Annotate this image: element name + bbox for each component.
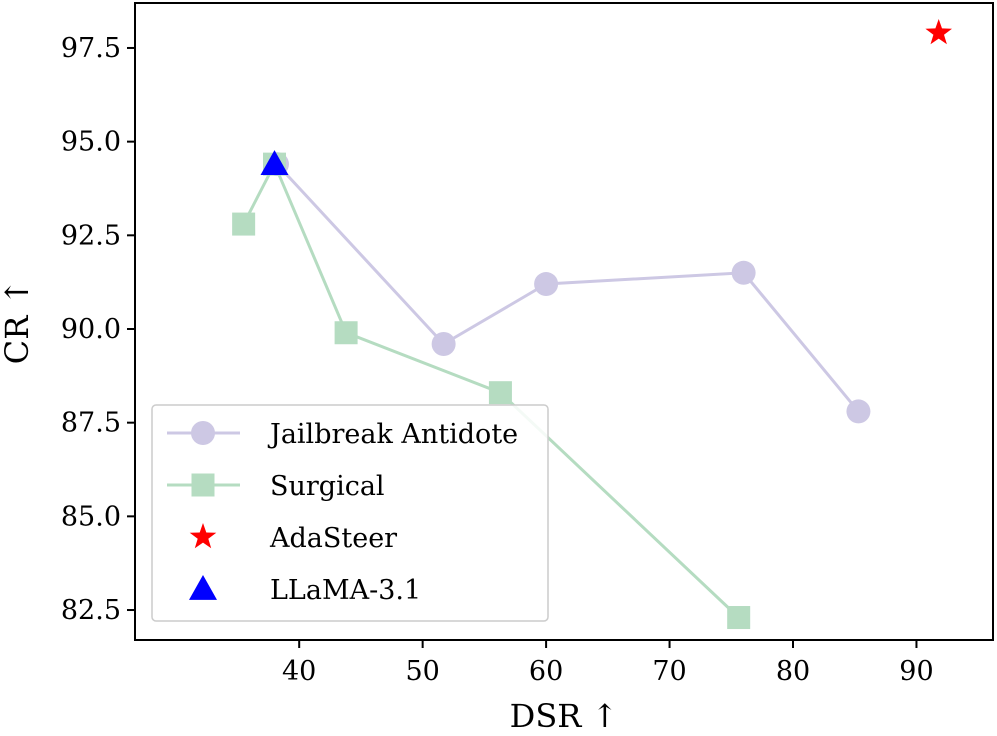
y-tick-label: 92.5 bbox=[61, 220, 121, 251]
adasteer-point bbox=[925, 19, 952, 45]
x-tick-label: 70 bbox=[652, 656, 686, 687]
jailbreak-antidote-point bbox=[431, 331, 456, 356]
y-tick-label: 90.0 bbox=[61, 314, 121, 345]
legend-label: AdaSteer bbox=[269, 523, 397, 554]
x-tick-label: 40 bbox=[282, 656, 316, 687]
jailbreak-antidote-point bbox=[731, 260, 756, 285]
legend-marker bbox=[189, 523, 217, 549]
legend-marker bbox=[189, 575, 217, 600]
legend-label: LLaMA-3.1 bbox=[270, 575, 421, 606]
x-tick-label: 80 bbox=[776, 656, 810, 687]
y-tick-label: 82.5 bbox=[61, 595, 121, 626]
y-tick-label: 95.0 bbox=[61, 127, 121, 158]
y-tick-label: 85.0 bbox=[61, 501, 121, 532]
legend-marker bbox=[191, 421, 215, 445]
x-axis: 40 50 60 70 80 90 bbox=[282, 640, 934, 687]
plot-frame bbox=[134, 2, 994, 641]
x-tick-label: 60 bbox=[529, 656, 563, 687]
x-tick-label: 50 bbox=[405, 656, 439, 687]
jailbreak-antidote-point bbox=[846, 399, 871, 424]
x-tick-label: 90 bbox=[899, 656, 933, 687]
legend-marker bbox=[191, 473, 215, 497]
surgical-point bbox=[727, 606, 751, 630]
llama-3-1-point bbox=[260, 150, 289, 176]
surgical-point bbox=[488, 381, 512, 405]
x-axis-label: DSR ↑ bbox=[510, 697, 619, 735]
surgical-point bbox=[334, 321, 358, 345]
y-axis: 82.5 85.0 87.5 90.0 92.5 95.0 97.5 bbox=[61, 33, 135, 626]
legend: Jailbreak Antidote Surgical AdaSteer LLaMA-… bbox=[151, 404, 549, 622]
plot-series bbox=[232, 19, 952, 630]
y-axis-label: CR ↑ bbox=[0, 279, 36, 365]
y-tick-label: 87.5 bbox=[61, 408, 121, 439]
y-tick-label: 97.5 bbox=[61, 33, 121, 64]
legend-label: Jailbreak Antidote bbox=[267, 419, 518, 450]
jailbreak-antidote-point bbox=[534, 272, 559, 297]
surgical-point bbox=[232, 212, 256, 236]
legend-box bbox=[151, 404, 549, 622]
legend-label: Surgical bbox=[270, 471, 385, 502]
